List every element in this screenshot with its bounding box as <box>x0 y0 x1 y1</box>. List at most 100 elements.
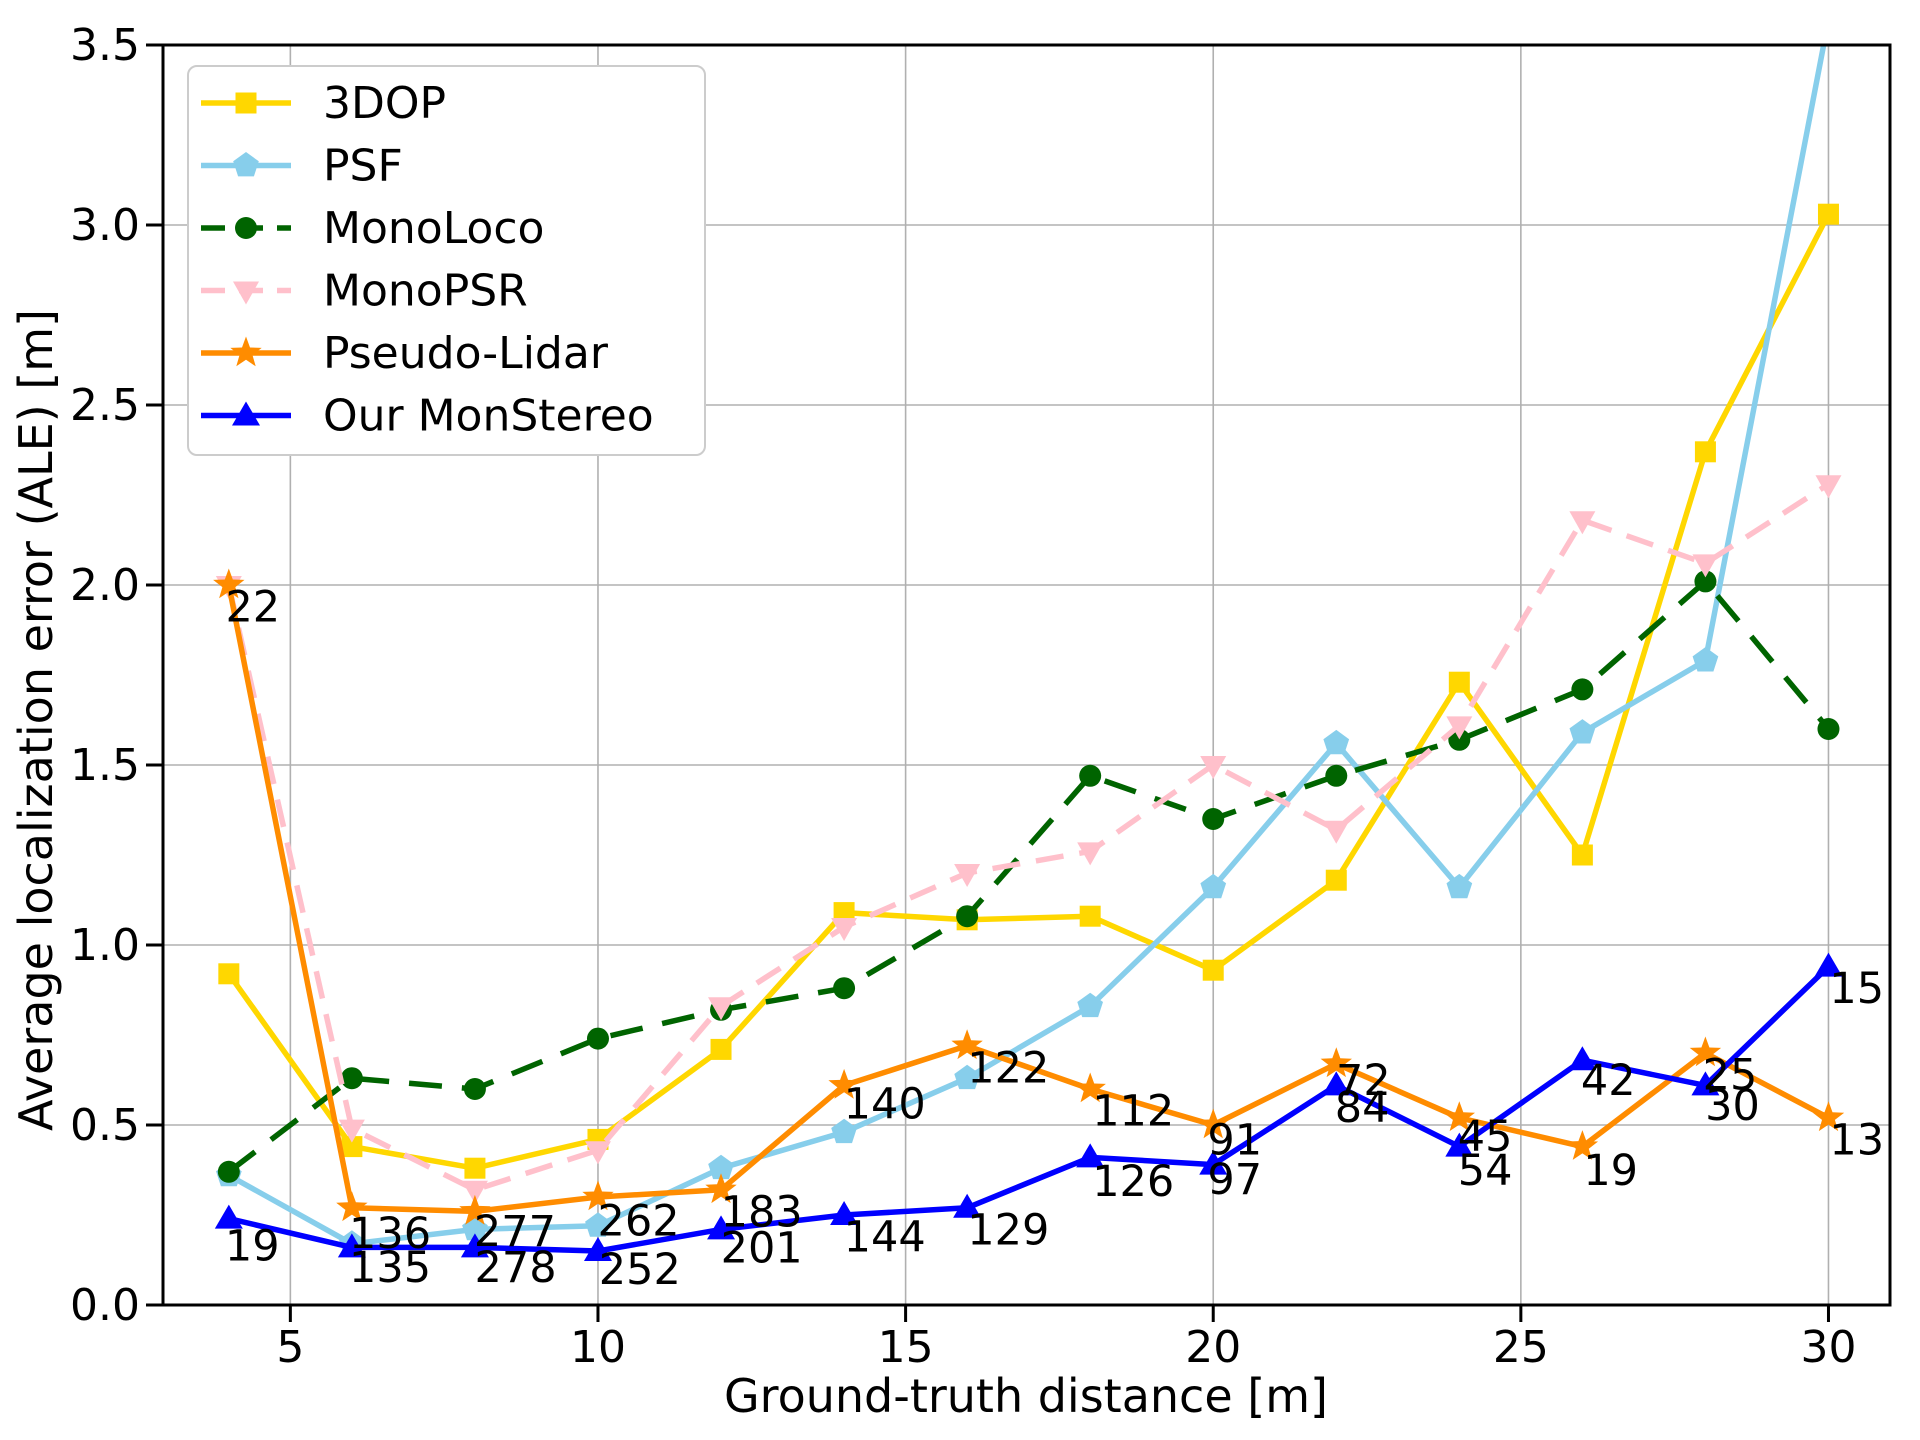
marker-triangle-up <box>1076 1143 1105 1168</box>
marker-star <box>1074 1072 1106 1103</box>
marker-star <box>828 1068 860 1099</box>
marker-triangle-down <box>1446 716 1473 740</box>
marker-triangle-down <box>1815 475 1842 499</box>
count-annotation: 25 <box>1703 1051 1758 1101</box>
marker-circle <box>1571 678 1594 701</box>
count-annotation: 144 <box>844 1213 926 1263</box>
marker-star <box>1689 1036 1722 1067</box>
marker-star <box>1812 1101 1845 1132</box>
series-psf <box>216 45 1827 1255</box>
marker-triangle-up <box>707 1215 736 1240</box>
marker-triangle-up <box>214 1204 243 1229</box>
marker-star <box>1320 1047 1352 1078</box>
marker-pentagon <box>233 152 259 177</box>
legend-label: PSF <box>323 141 403 192</box>
marker-triangle-down <box>461 1180 488 1204</box>
count-annotation: 252 <box>599 1245 681 1295</box>
count-annotation: 54 <box>1458 1146 1513 1196</box>
x-tick-label: 5 <box>276 1322 304 1373</box>
y-tick-label: 0.5 <box>70 1100 140 1151</box>
x-tick-label: 15 <box>878 1322 934 1373</box>
marker-circle <box>1448 728 1471 751</box>
marker-square <box>218 963 240 985</box>
marker-triangle-up <box>1199 1150 1228 1175</box>
marker-pentagon <box>1200 873 1227 899</box>
legend-item-pseudo-lidar: Pseudo-Lidar <box>201 328 609 379</box>
marker-triangle-up <box>460 1233 489 1258</box>
marker-pentagon <box>1569 719 1596 744</box>
marker-circle <box>833 977 856 1000</box>
marker-triangle-down <box>1200 756 1227 779</box>
marker-pentagon <box>708 1154 734 1180</box>
legend-item-3dop: 3DOP <box>201 78 446 129</box>
marker-triangle-up <box>1445 1132 1474 1157</box>
marker-circle <box>1079 764 1102 787</box>
marker-pentagon <box>1692 647 1719 672</box>
series-line <box>227 578 1831 1174</box>
legend-item-our-monstereo: Our MonStereo <box>201 391 654 442</box>
marker-square <box>1571 844 1593 866</box>
marker-triangle-down <box>584 1141 611 1165</box>
y-tick-label: 0.0 <box>70 1280 140 1331</box>
count-annotation: 201 <box>721 1223 803 1273</box>
series-line <box>228 964 1831 1254</box>
data-series <box>213 45 1845 1261</box>
series-our-monstereo <box>214 952 1843 1261</box>
marker-circle <box>1325 764 1348 787</box>
legend: 3DOP PSF MonoLoco MonoPSR Pseudo-Lidar Our Mo… <box>187 65 706 456</box>
marker-triangle-up <box>953 1193 982 1218</box>
count-annotation: 30 <box>1705 1081 1760 1131</box>
marker-triangle-down <box>708 997 735 1021</box>
y-tick-label: 1.0 <box>70 920 140 971</box>
y-tick-label: 3.5 <box>70 20 140 71</box>
marker-square <box>1694 441 1716 463</box>
marker-square <box>1817 203 1839 225</box>
legend-label: 3DOP <box>323 78 446 129</box>
marker-triangle-up <box>1814 952 1843 977</box>
series-line <box>227 45 1827 1247</box>
series-line <box>226 481 1830 1193</box>
count-annotation: 136 <box>349 1209 431 1259</box>
marker-triangle-down <box>1077 842 1104 866</box>
marker-pentagon <box>1323 729 1350 755</box>
legend-item-monoloco: MonoLoco <box>201 203 544 254</box>
marker-pentagon <box>954 1064 980 1090</box>
count-annotation: 183 <box>721 1187 803 1237</box>
y-tick-label: 2.5 <box>70 380 140 431</box>
marker-star <box>336 1191 368 1222</box>
marker-circle <box>463 1078 486 1100</box>
marker-pentagon <box>585 1212 611 1237</box>
marker-square <box>1079 905 1101 927</box>
series-line <box>226 212 1831 1171</box>
marker-pentagon <box>1446 873 1473 899</box>
legend-label: Pseudo-Lidar <box>323 328 609 379</box>
y-tick-label: 1.5 <box>70 740 140 791</box>
marker-star <box>230 336 262 367</box>
count-annotation: 42 <box>1581 1056 1636 1106</box>
series-pseudo-lidar <box>213 568 1845 1225</box>
marker-square <box>833 902 855 924</box>
axis-ticks: 5 10 15 20 25 300.00.51.01.52.02.53.03.5 <box>70 20 1856 1373</box>
x-tick-label: 30 <box>1800 1322 1856 1373</box>
count-annotation: 135 <box>349 1243 431 1293</box>
count-annotation: 45 <box>1458 1112 1513 1162</box>
marker-triangle-up <box>1568 1046 1597 1071</box>
marker-square <box>341 1136 363 1158</box>
marker-circle <box>340 1067 363 1090</box>
marker-triangle-down <box>1569 511 1596 535</box>
marker-triangle-down <box>831 918 858 941</box>
marker-circle <box>586 1027 609 1050</box>
marker-pentagon <box>831 1118 857 1144</box>
marker-triangle-down <box>954 864 981 887</box>
legend-label: MonoPSR <box>323 266 528 317</box>
count-annotation: 122 <box>967 1043 1049 1093</box>
marker-triangle-down <box>233 281 259 305</box>
y-tick-label: 2.0 <box>70 560 140 611</box>
marker-triangle-up <box>830 1201 859 1225</box>
legend-item-psf: PSF <box>201 141 403 192</box>
count-annotation: 15 <box>1829 964 1884 1014</box>
series-monoloco <box>217 570 1840 1183</box>
marker-circle <box>1694 570 1717 593</box>
